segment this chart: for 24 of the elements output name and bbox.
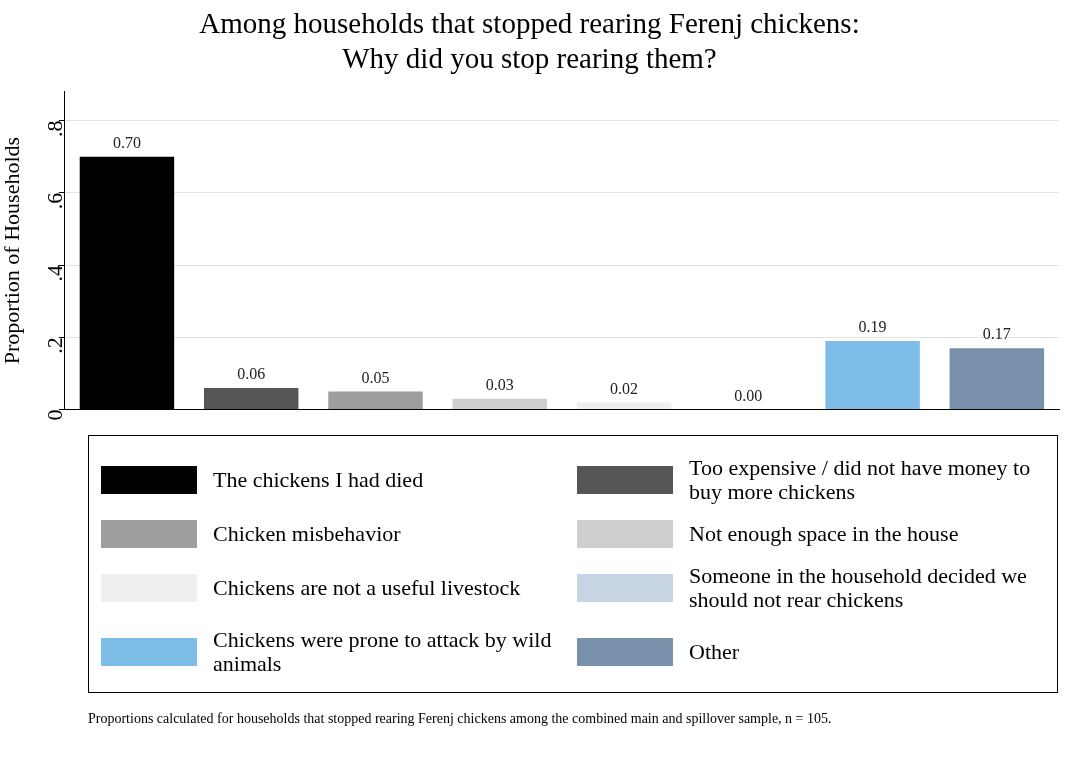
legend-label: Chicken misbehavior: [213, 521, 401, 546]
legend-label: Chickens were prone to attack by wild animals: [213, 627, 553, 676]
data-label: 0.00: [734, 386, 763, 404]
y-tick-label: .6: [41, 192, 67, 210]
y-tick-label: .4: [41, 265, 67, 282]
data-label: 0.70: [112, 133, 141, 151]
legend-label: Too expensive / did not have money to buy more chickens: [689, 455, 1032, 504]
y-tick-label: .2: [41, 337, 67, 354]
data-label: 0.05: [361, 368, 390, 386]
data-label: 0.06: [237, 365, 266, 383]
legend-label: Someone in the household decided we should not rear chickens: [689, 563, 1028, 612]
y-axis-title: Proportion of Households: [0, 136, 24, 365]
y-tick-label: .8: [41, 120, 67, 138]
text: Proportions calculated for households that stopped rearing Ferenj chickens among the combined main and spillover sample, n = 105.: [88, 710, 833, 728]
legend-label: Other: [689, 639, 740, 664]
legend-label: Chickens are not a useful livestock: [213, 575, 521, 600]
data-label: 0.02: [610, 379, 639, 397]
chart-title: Among households that stopped rearing Ferenj chickens: Why did you stop rearing them?: [199, 7, 860, 74]
data-label: 0.19: [858, 318, 887, 336]
data-label: 0.03: [485, 375, 514, 393]
legend-label: Not enough space in the house: [689, 521, 959, 546]
data-label: 0.17: [982, 325, 1011, 343]
legend-label: The chickens I had died: [213, 467, 424, 492]
y-tick-label: 0: [41, 409, 67, 421]
